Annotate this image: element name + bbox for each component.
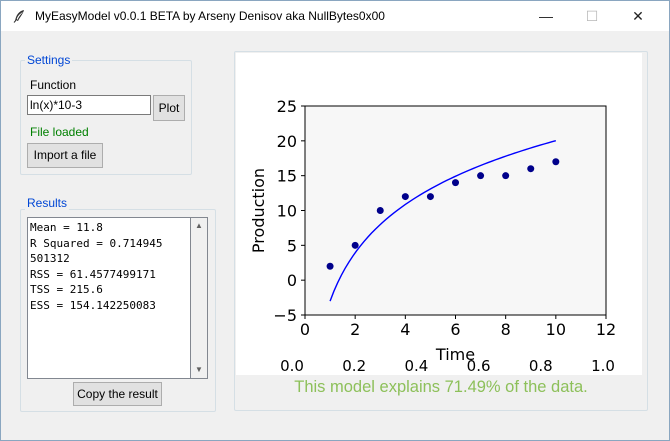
close-button[interactable]: ✕ — [632, 8, 644, 24]
bottom-tick-label: 0.4 — [404, 357, 428, 375]
x-tick-label: 8 — [501, 320, 511, 339]
window-title: MyEasyModel v0.0.1 BETA by Arseny Deniso… — [35, 9, 385, 23]
settings-group-label: Settings — [25, 53, 73, 67]
data-point — [477, 172, 485, 180]
bottom-tick-label: 0.6 — [467, 357, 491, 375]
data-point — [552, 158, 560, 166]
results-group-label: Results — [25, 196, 70, 210]
bottom-tick-label: 0.2 — [342, 357, 366, 375]
x-tick-label: 0 — [300, 320, 310, 339]
bottom-tick-label: 0.8 — [529, 357, 553, 375]
data-point — [326, 262, 334, 270]
x-tick-label: 4 — [400, 320, 410, 339]
function-input[interactable] — [27, 95, 151, 115]
results-textbox[interactable]: Mean = 11.8 R Squared = 0.714945 501312 … — [27, 217, 191, 379]
bottom-tick-label: 1.0 — [591, 357, 615, 375]
data-point — [351, 241, 359, 249]
feather-icon — [13, 10, 24, 23]
y-tick-label: 20 — [277, 132, 297, 151]
y-tick-label: 5 — [287, 236, 297, 255]
x-tick-label: 12 — [596, 320, 616, 339]
y-axis-label: Production — [249, 168, 268, 253]
data-point — [527, 165, 535, 173]
y-tick-label: −5 — [273, 306, 297, 325]
x-tick-label: 2 — [350, 320, 360, 339]
data-point — [426, 193, 434, 201]
model-explanation-text: This model explains 71.49% of the data. — [294, 378, 588, 396]
plot-group — [234, 51, 648, 411]
fitted-curve-line — [329, 139, 557, 302]
scroll-up-icon[interactable]: ▲ — [191, 218, 207, 234]
maximize-button[interactable]: ☐ — [585, 8, 599, 24]
x-axis-label: Time — [435, 345, 475, 364]
data-point — [401, 193, 409, 201]
data-point — [502, 172, 510, 180]
import-file-button[interactable]: Import a file — [27, 143, 103, 168]
axes-frame — [304, 105, 607, 316]
x-tick-label: 10 — [546, 320, 566, 339]
data-point — [452, 179, 459, 187]
settings-group — [20, 60, 192, 175]
file-status-label: File loaded — [30, 125, 89, 139]
y-tick-label: 10 — [277, 202, 297, 221]
bottom-tick-label: 0.0 — [280, 357, 304, 375]
title-bar[interactable]: MyEasyModel v0.0.1 BETA by Arseny Deniso… — [1, 1, 669, 31]
x-tick-label: 6 — [450, 320, 460, 339]
minimize-button[interactable]: — — [539, 8, 553, 24]
client-area: Settings Function Plot File loaded Impor… — [1, 31, 669, 440]
scroll-down-icon[interactable]: ▼ — [191, 362, 207, 378]
y-tick-label: 15 — [277, 167, 297, 186]
function-label: Function — [30, 78, 77, 92]
plot-button[interactable]: Plot — [153, 95, 185, 121]
copy-result-button[interactable]: Copy the result — [73, 382, 162, 406]
data-point — [376, 207, 384, 214]
results-group — [20, 209, 216, 412]
y-tick-label: 25 — [277, 97, 297, 116]
y-tick-label: 0 — [287, 271, 297, 290]
results-scrollbar[interactable]: ▲ ▼ — [191, 217, 208, 379]
